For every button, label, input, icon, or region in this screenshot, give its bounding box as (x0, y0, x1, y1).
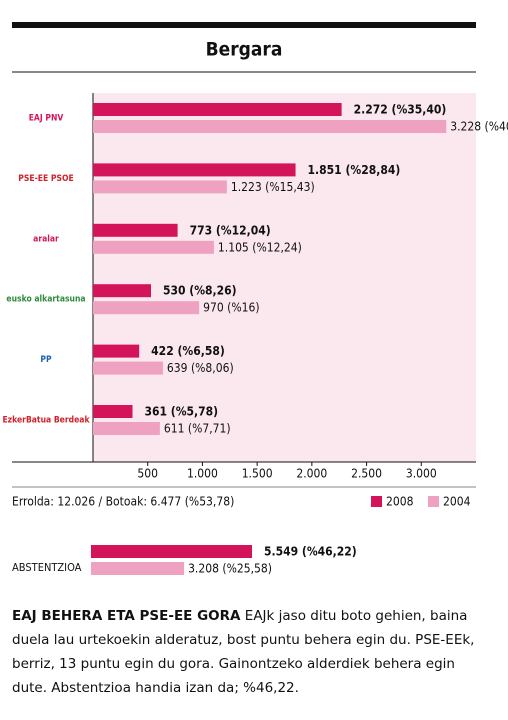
value-label: 2.272 (%35,40) (354, 103, 447, 117)
note: Errolda: 12.026 / Botoak: 6.477 (%53,78) (12, 495, 234, 509)
value-label: 639 (%8,06) (167, 361, 234, 375)
value-label: 1.223 (%15,43) (231, 180, 315, 194)
category-logo: EAJ PNV (29, 114, 64, 124)
category-logo: PP (40, 355, 52, 365)
value-label: 361 (%5,78) (145, 405, 219, 419)
chart: Bergara Errolda: 12.026 / Botoak: 6.477 … (2, 22, 508, 576)
value-label: 3.208 (%25,58) (188, 562, 272, 576)
bar (93, 301, 200, 315)
category-logo: eusko alkartasuna (6, 295, 85, 305)
bar (93, 240, 214, 254)
value-label: 1.851 (%28,84) (308, 163, 401, 177)
legend-label: 2008 (386, 495, 414, 509)
value-label: 530 (%8,26) (163, 284, 237, 298)
bar (91, 545, 252, 558)
article-body: EAJk jaso ditu boto gehien, baina duela … (12, 608, 475, 696)
legend-swatch (371, 496, 382, 507)
bar (93, 223, 178, 237)
value-label: 773 (%12,04) (190, 223, 271, 237)
article: EAJ BEHERA ETA PSE-EE GORA EAJk jaso dit… (12, 604, 482, 700)
bar (93, 344, 140, 358)
x-tick-label: 500 (137, 467, 158, 481)
value-label: 3.228 (%40,72) (450, 120, 508, 134)
top-rule (12, 22, 476, 28)
x-tick-label: 2.500 (351, 467, 382, 481)
value-label: 1.105 (%12,24) (218, 240, 302, 254)
bar (93, 284, 151, 298)
plot-background (93, 93, 476, 462)
bar (93, 180, 227, 194)
bar (93, 422, 160, 435)
chart-title: Bergara (206, 39, 283, 61)
legend-label: 2004 (443, 495, 471, 509)
category-logo: EzkerBatua Berdeak (2, 416, 90, 426)
category-label: ABSTENTZIOA (12, 561, 82, 574)
bar (93, 361, 163, 375)
bar (93, 103, 342, 116)
bar (93, 163, 296, 177)
value-label: 970 (%16) (203, 301, 259, 315)
bar (93, 120, 447, 133)
value-label: 611 (%7,71) (164, 422, 231, 436)
legend-swatch (428, 496, 439, 507)
value-label: 422 (%6,58) (151, 344, 225, 358)
category-logo: aralar (33, 234, 59, 244)
x-tick-label: 1.000 (187, 467, 218, 481)
value-label: 5.549 (%46,22) (264, 545, 357, 559)
x-tick-label: 1.500 (242, 467, 273, 481)
bar (91, 562, 185, 575)
x-tick-label: 3.000 (406, 467, 437, 481)
category-logo: PSE-EE PSOE (18, 174, 73, 184)
x-tick-label: 2.000 (296, 467, 327, 481)
bar (93, 405, 133, 418)
article-lead: EAJ BEHERA ETA PSE-EE GORA (12, 608, 241, 624)
